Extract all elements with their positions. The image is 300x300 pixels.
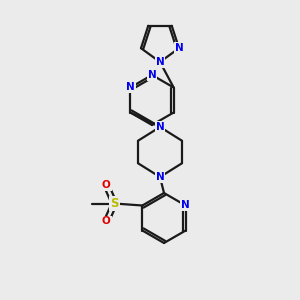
Text: N: N <box>156 122 164 132</box>
Text: N: N <box>126 82 135 92</box>
Text: N: N <box>175 43 183 53</box>
Text: N: N <box>148 70 156 80</box>
Text: N: N <box>156 172 164 182</box>
Text: O: O <box>102 217 111 226</box>
Text: N: N <box>156 57 164 67</box>
Text: N: N <box>181 200 190 211</box>
Text: S: S <box>110 197 118 210</box>
Text: O: O <box>102 181 111 190</box>
